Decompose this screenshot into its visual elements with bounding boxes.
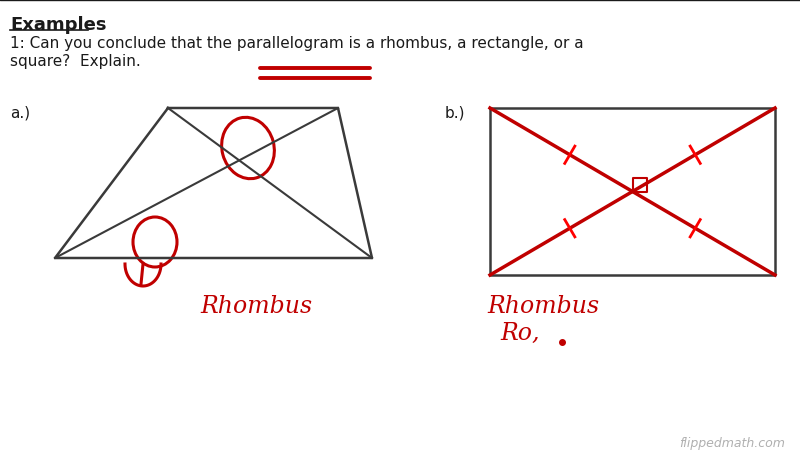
Text: a.): a.): [10, 105, 30, 120]
Text: square?  Explain.: square? Explain.: [10, 54, 141, 69]
Text: Examples: Examples: [10, 16, 106, 34]
Text: 1: Can you conclude that the parallelogram is a rhombus, a rectangle, or a: 1: Can you conclude that the parallelogr…: [10, 36, 584, 51]
Text: b.): b.): [445, 105, 466, 120]
Text: Rhombus: Rhombus: [200, 295, 312, 318]
Text: Ro,: Ro,: [500, 322, 539, 345]
Text: Rhombus: Rhombus: [487, 295, 599, 318]
Text: flippedmath.com: flippedmath.com: [679, 437, 785, 450]
